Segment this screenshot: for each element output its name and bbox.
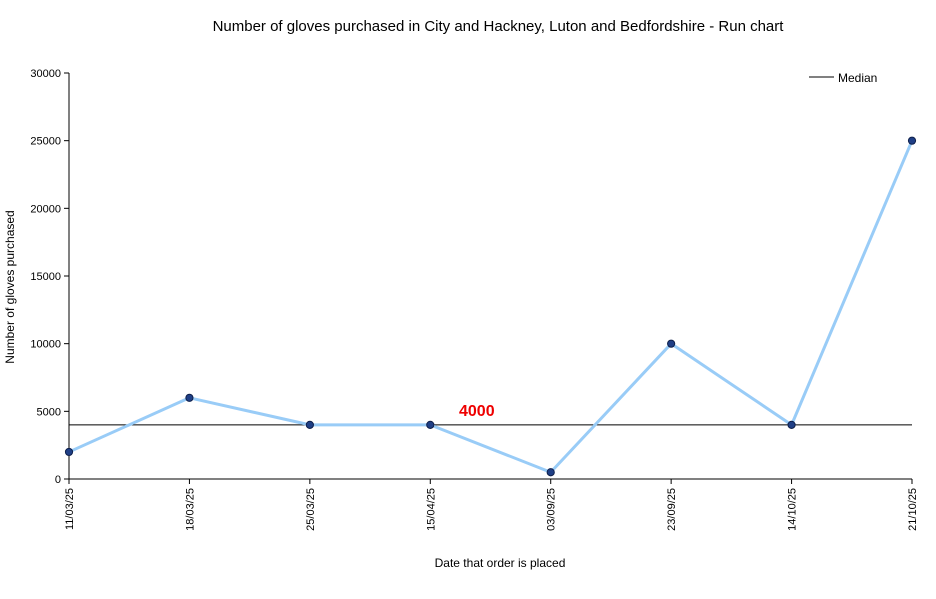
data-points bbox=[64, 136, 917, 477]
data-point bbox=[546, 468, 555, 477]
x-tick-label: 23/09/25 bbox=[666, 488, 678, 531]
median-value-label: 4000 bbox=[459, 403, 495, 420]
series-line bbox=[68, 140, 914, 474]
y-tick-label: 0 bbox=[55, 474, 61, 486]
data-point bbox=[787, 420, 796, 429]
chart-title: Number of gloves purchased in City and H… bbox=[213, 18, 785, 35]
x-tick-label: 18/03/25 bbox=[184, 488, 196, 531]
x-axis-label: Date that order is placed bbox=[435, 556, 566, 570]
x-axis-ticks: 11/03/25 18/03/25 25/03/25 15/04/25 03/09/25… bbox=[64, 479, 919, 531]
y-tick-label: 25000 bbox=[30, 136, 61, 148]
data-point bbox=[667, 339, 676, 348]
legend: Median bbox=[809, 71, 877, 85]
x-tick-label: 14/10/25 bbox=[787, 488, 799, 531]
data-point bbox=[64, 447, 74, 457]
x-tick-label: 11/03/25 bbox=[64, 488, 76, 530]
x-tick-label: 03/09/25 bbox=[546, 488, 558, 531]
y-tick-label: 15000 bbox=[30, 271, 61, 283]
y-axis-label: Number of gloves purchased bbox=[3, 210, 17, 363]
data-point bbox=[305, 420, 314, 429]
y-tick-label: 10000 bbox=[30, 339, 61, 351]
x-tick-label: 25/03/25 bbox=[305, 488, 317, 531]
x-tick-label: 15/04/25 bbox=[425, 488, 437, 531]
y-axis-ticks: 0 5000 10000 15000 20000 25000 30000 bbox=[30, 68, 69, 486]
y-tick-label: 20000 bbox=[30, 203, 61, 215]
data-point bbox=[185, 393, 194, 402]
x-tick-label: 21/10/25 bbox=[907, 488, 919, 531]
data-point bbox=[907, 136, 917, 145]
y-tick-label: 5000 bbox=[37, 406, 61, 418]
data-point bbox=[426, 420, 435, 429]
legend-median-label: Median bbox=[838, 71, 877, 85]
y-tick-label: 30000 bbox=[30, 68, 61, 80]
